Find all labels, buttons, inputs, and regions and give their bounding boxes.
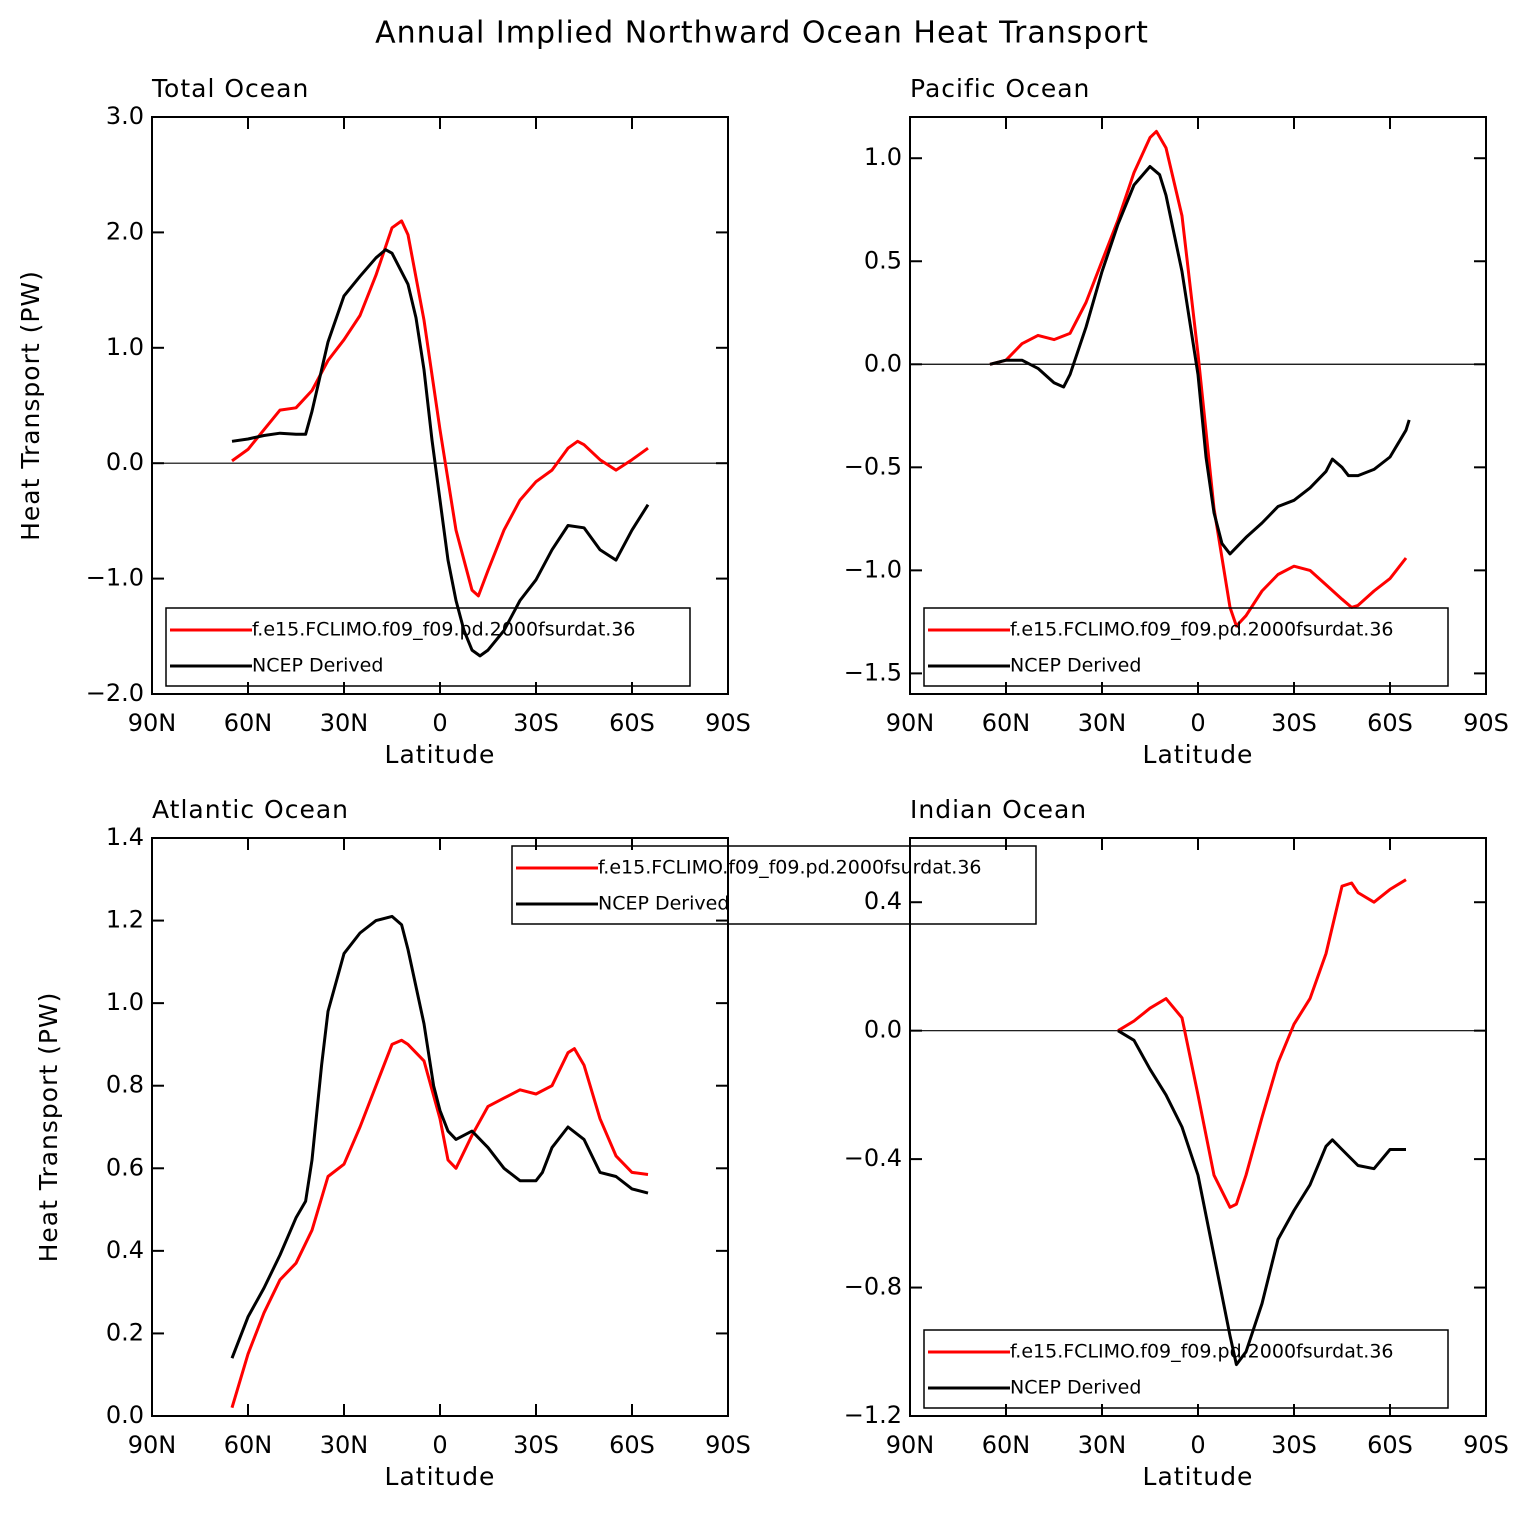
x-axis-label: Latitude	[385, 1462, 496, 1491]
x-tick-label: 90N	[886, 709, 935, 737]
x-tick-label: 60N	[224, 1431, 273, 1459]
line-series	[231, 219, 649, 598]
y-tick-label: 0.0	[864, 1016, 902, 1044]
panel: Pacific Ocean Latitude 90N 60N 30N 0 30S 60S 90S…	[844, 74, 1509, 769]
y-tick-label: 0.4	[864, 887, 902, 915]
y-tick-label: 1.0	[864, 143, 902, 171]
y-tick-label: 2.0	[106, 217, 144, 245]
x-tick-label: 30N	[320, 1431, 369, 1459]
panel: Atlantic Ocean Latitude Heat Transport (PW…	[34, 795, 751, 1491]
x-tick-label: 90S	[705, 709, 751, 737]
line-series	[989, 129, 1408, 628]
panel-title: Atlantic Ocean	[152, 795, 349, 824]
legend-label: NCEP Derived	[1010, 655, 1141, 677]
legend-box	[923, 1329, 1449, 1409]
legend-box	[923, 607, 1449, 687]
y-tick-label: 0.4	[106, 1236, 144, 1264]
y-tick-label: 0.6	[106, 1153, 144, 1181]
x-tick-label: 30S	[513, 709, 559, 737]
legend-box	[511, 845, 1037, 925]
x-tick-label: 90N	[128, 709, 177, 737]
line-series	[231, 248, 650, 658]
line-series	[230, 1038, 649, 1409]
legend: f.e15.FCLIMO.f09_f09.pd.2000fsurdat.36 NC…	[511, 845, 1037, 925]
y-tick-label: −1.0	[844, 555, 902, 583]
x-axis-label: Latitude	[1143, 740, 1254, 769]
x-tick-label: 60N	[982, 709, 1031, 737]
x-tick-label: 90S	[705, 1431, 751, 1459]
y-tick-label: −1.2	[844, 1401, 902, 1429]
x-tick-label: 0	[1190, 709, 1205, 737]
x-tick-label: 0	[432, 709, 447, 737]
x-tick-label: 60S	[1367, 709, 1413, 737]
legend-label: NCEP Derived	[252, 655, 383, 677]
x-tick-label: 30N	[1078, 1431, 1127, 1459]
y-tick-label: 0.0	[864, 349, 902, 377]
x-tick-label: 0	[1190, 1431, 1205, 1459]
y-tick-label: 0.0	[106, 1401, 144, 1429]
figure-title: Annual Implied Northward Ocean Heat Tran…	[375, 16, 1149, 51]
legend: f.e15.FCLIMO.f09_f09.pd.2000fsurdat.36 NC…	[923, 1329, 1449, 1409]
line-series	[1117, 878, 1407, 1209]
x-tick-label: 60S	[1367, 1431, 1413, 1459]
y-tick-label: 1.0	[106, 333, 144, 361]
line-series	[1117, 1029, 1406, 1367]
legend-label: NCEP Derived	[1010, 1377, 1141, 1399]
y-tick-label: −1.0	[86, 564, 144, 592]
y-tick-label: 1.0	[106, 988, 144, 1016]
panel: Indian Ocean Latitude 90N 60N 30N 0 30S 60S 90S −…	[844, 795, 1509, 1491]
legend: f.e15.FCLIMO.f09_f09.pd.2000fsurdat.36 NC…	[923, 607, 1449, 687]
x-axis-label: Latitude	[385, 740, 496, 769]
y-axis-label: Heat Transport (PW)	[16, 270, 45, 541]
y-axis-label: Heat Transport (PW)	[34, 992, 63, 1263]
panel: Total Ocean Latitude Heat Transport (PW) 90…	[16, 74, 751, 769]
x-tick-label: 60S	[609, 709, 655, 737]
x-tick-label: 90S	[1463, 1431, 1509, 1459]
legend-box	[165, 607, 691, 687]
y-tick-label: −0.8	[844, 1273, 902, 1301]
legend-label: f.e15.FCLIMO.f09_f09.pd.2000fsurdat.36	[598, 857, 982, 879]
y-tick-label: 0.0	[106, 448, 144, 476]
x-axis-label: Latitude	[1143, 1462, 1254, 1491]
x-tick-label: 90N	[886, 1431, 935, 1459]
y-tick-label: 3.0	[106, 102, 144, 130]
panel-title: Total Ocean	[151, 74, 309, 103]
x-tick-label: 30S	[1271, 1431, 1317, 1459]
legend-label: f.e15.FCLIMO.f09_f09.pd.2000fsurdat.36	[252, 619, 636, 641]
x-tick-label: 60S	[609, 1431, 655, 1459]
panel-title: Indian Ocean	[910, 795, 1087, 824]
x-tick-label: 60N	[224, 709, 273, 737]
y-tick-label: 1.4	[106, 823, 144, 851]
y-tick-label: −2.0	[86, 679, 144, 707]
y-tick-label: 0.5	[864, 246, 902, 274]
y-tick-label: −0.4	[844, 1144, 902, 1172]
x-tick-label: 30S	[1271, 709, 1317, 737]
x-tick-label: 90N	[128, 1431, 177, 1459]
x-tick-label: 90S	[1463, 709, 1509, 737]
line-series	[989, 165, 1411, 556]
panel-title: Pacific Ocean	[910, 74, 1090, 103]
legend-label: f.e15.FCLIMO.f09_f09.pd.2000fsurdat.36	[1010, 619, 1394, 641]
x-tick-label: 30N	[320, 709, 369, 737]
x-tick-label: 60N	[982, 1431, 1031, 1459]
legend: f.e15.FCLIMO.f09_f09.pd.2000fsurdat.36 NC…	[165, 607, 691, 687]
x-tick-label: 30S	[513, 1431, 559, 1459]
y-tick-label: −1.5	[844, 658, 902, 686]
y-tick-label: −0.5	[844, 452, 902, 480]
legend-label: NCEP Derived	[598, 893, 729, 915]
line-series	[230, 914, 649, 1359]
y-tick-label: 0.2	[106, 1318, 144, 1346]
legend-label: f.e15.FCLIMO.f09_f09.pd.2000fsurdat.36	[1010, 1341, 1394, 1363]
x-tick-label: 0	[432, 1431, 447, 1459]
y-tick-label: 1.2	[106, 906, 144, 934]
x-tick-label: 30N	[1078, 709, 1127, 737]
y-tick-label: 0.8	[106, 1071, 144, 1099]
